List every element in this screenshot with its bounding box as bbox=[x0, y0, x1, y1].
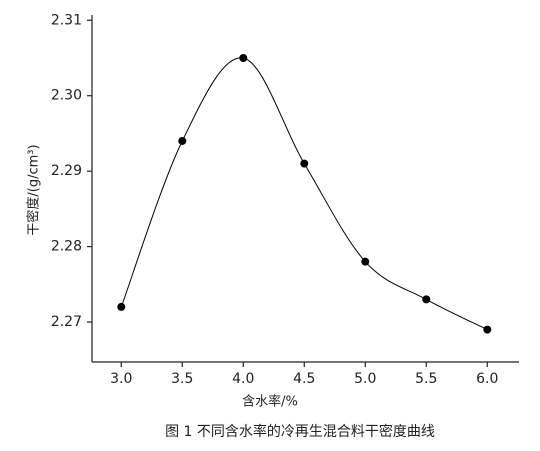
x-axis-label: 含水率/% bbox=[242, 394, 298, 410]
y-tick-label: 2.29 bbox=[51, 163, 82, 179]
data-point bbox=[483, 325, 492, 334]
x-tick-label: 5.5 bbox=[415, 371, 437, 387]
x-tick-label: 3.5 bbox=[171, 371, 193, 387]
x-tick-label: 5.0 bbox=[354, 371, 376, 387]
x-tick-label: 6.0 bbox=[476, 371, 498, 387]
x-tick-label: 4.0 bbox=[232, 371, 254, 387]
data-point bbox=[178, 136, 187, 145]
data-point bbox=[239, 53, 248, 62]
data-point bbox=[361, 257, 370, 266]
data-line bbox=[120, 57, 488, 331]
y-tick-label: 2.28 bbox=[51, 239, 82, 255]
caption: 图 1 不同含水率的冷再生混合料干密度曲线 bbox=[165, 423, 435, 440]
data-point bbox=[117, 302, 126, 311]
y-axis-label: 干密度/(g/cm³) bbox=[26, 144, 42, 235]
y-tick-label: 2.31 bbox=[51, 12, 82, 28]
y-tick-label: 2.27 bbox=[51, 314, 82, 330]
x-tick-label: 4.5 bbox=[293, 371, 315, 387]
y-tick-label: 2.30 bbox=[51, 88, 82, 104]
x-tick-label: 3.0 bbox=[110, 371, 132, 387]
data-point bbox=[300, 159, 309, 168]
data-point bbox=[422, 295, 431, 304]
